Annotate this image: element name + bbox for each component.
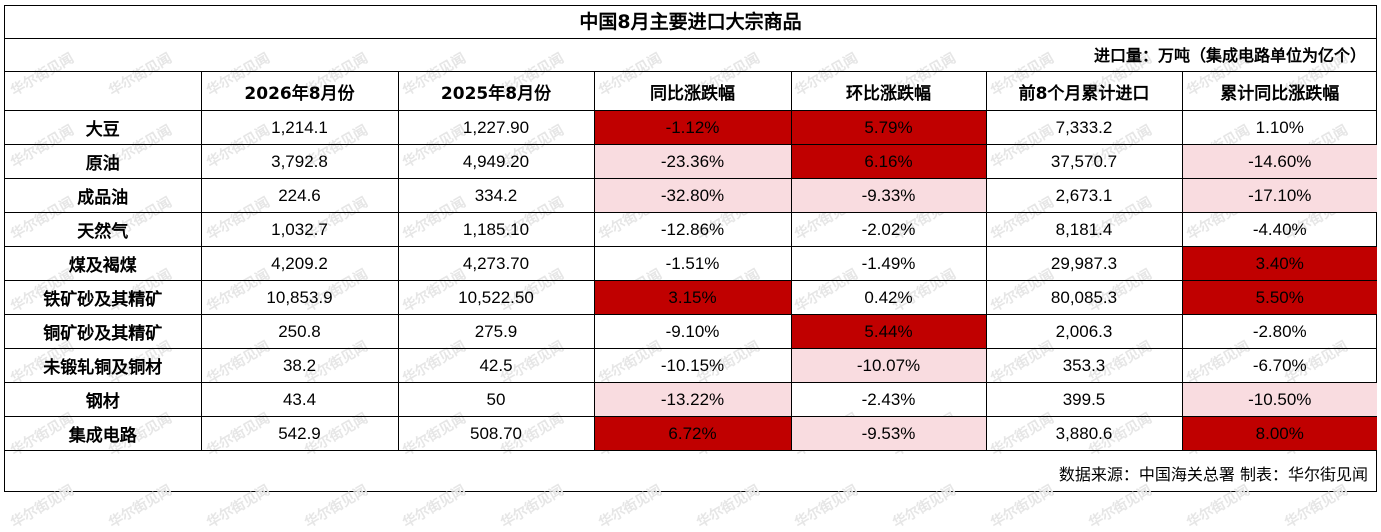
table-row: 集成电路 542.9 508.70 6.72% -9.53% 3,880.6 8…	[5, 416, 1377, 451]
table-row: 煤及褐煤 4,209.2 4,273.70 -1.51% -1.49% 29,9…	[5, 246, 1377, 281]
commodity-name: 未锻轧铜及铜材	[5, 348, 202, 383]
commodity-name: 原油	[5, 144, 202, 179]
header-cell-commodity	[5, 71, 202, 111]
mom-change: -9.53%	[790, 416, 987, 451]
aug-2026-value: 4,209.2	[200, 246, 399, 281]
table-row: 成品油 224.6 334.2 -32.80% -9.33% 2,673.1 -…	[5, 178, 1377, 213]
commodity-name: 大豆	[5, 110, 202, 145]
header-cell-ytd: 前8个月累计进口	[985, 71, 1183, 111]
ytd-yoy-change: 1.10%	[1181, 110, 1377, 145]
aug-2025-value: 42.5	[397, 348, 595, 383]
commodity-table: 2026年8月份 2025年8月份 同比涨跌幅 环比涨跌幅 前8个月累计进口 累…	[5, 71, 1377, 451]
commodity-name: 铜矿砂及其精矿	[5, 314, 202, 349]
aug-2026-value: 1,032.7	[200, 212, 399, 247]
ytd-yoy-change: -10.50%	[1181, 382, 1377, 417]
aug-2025-value: 508.70	[397, 416, 595, 451]
table-row: 铁矿砂及其精矿 10,853.9 10,522.50 3.15% 0.42% 8…	[5, 280, 1377, 315]
commodity-name: 铁矿砂及其精矿	[5, 280, 202, 315]
table-row: 天然气 1,032.7 1,185.10 -12.86% -2.02% 8,18…	[5, 212, 1377, 247]
aug-2025-value: 10,522.50	[397, 280, 595, 315]
yoy-change: -10.15%	[593, 348, 792, 383]
unit-note: 进口量：万吨（集成电路单位为亿个）	[1093, 46, 1366, 65]
commodity-name: 钢材	[5, 382, 202, 417]
mom-change: 5.44%	[790, 314, 987, 349]
ytd-yoy-change: -6.70%	[1181, 348, 1377, 383]
mom-change: -1.49%	[790, 246, 987, 281]
ytd-yoy-change: 3.40%	[1181, 246, 1377, 281]
aug-2025-value: 4,273.70	[397, 246, 595, 281]
mom-change: 0.42%	[790, 280, 987, 315]
table-row: 钢材 43.4 50 -13.22% -2.43% 399.5 -10.50%	[5, 382, 1377, 417]
commodity-name: 煤及褐煤	[5, 246, 202, 281]
aug-2026-value: 250.8	[200, 314, 399, 349]
ytd-value: 7,333.2	[985, 110, 1183, 145]
aug-2026-value: 224.6	[200, 178, 399, 213]
yoy-change: -1.12%	[593, 110, 792, 145]
aug-2025-value: 334.2	[397, 178, 595, 213]
aug-2025-value: 50	[397, 382, 595, 417]
header-row: 2026年8月份 2025年8月份 同比涨跌幅 环比涨跌幅 前8个月累计进口 累…	[5, 71, 1377, 111]
table-row: 铜矿砂及其精矿 250.8 275.9 -9.10% 5.44% 2,006.3…	[5, 314, 1377, 349]
yoy-change: 3.15%	[593, 280, 792, 315]
header-cell-ytd-yoy: 累计同比涨跌幅	[1181, 71, 1377, 111]
yoy-change: -12.86%	[593, 212, 792, 247]
ytd-value: 2,673.1	[985, 178, 1183, 213]
ytd-value: 2,006.3	[985, 314, 1183, 349]
ytd-value: 29,987.3	[985, 246, 1183, 281]
header-cell-yoy: 同比涨跌幅	[593, 71, 792, 111]
ytd-yoy-change: -17.10%	[1181, 178, 1377, 213]
header-cell-2026-aug: 2026年8月份	[200, 71, 399, 111]
aug-2026-value: 10,853.9	[200, 280, 399, 315]
table-content: 中国8月主要进口大宗商品 进口量：万吨（集成电路单位为亿个） 2026年8月份 …	[5, 6, 1377, 451]
yoy-change: -9.10%	[593, 314, 792, 349]
ytd-yoy-change: -14.60%	[1181, 144, 1377, 179]
ytd-value: 353.3	[985, 348, 1183, 383]
table-row: 未锻轧铜及铜材 38.2 42.5 -10.15% -10.07% 353.3 …	[5, 348, 1377, 383]
mom-change: 6.16%	[790, 144, 987, 179]
mom-change: -9.33%	[790, 178, 987, 213]
aug-2025-value: 1,227.90	[397, 110, 595, 145]
yoy-change: -1.51%	[593, 246, 792, 281]
ytd-value: 8,181.4	[985, 212, 1183, 247]
ytd-value: 399.5	[985, 382, 1183, 417]
ytd-yoy-change: 5.50%	[1181, 280, 1377, 315]
aug-2026-value: 43.4	[200, 382, 399, 417]
yoy-change: -32.80%	[593, 178, 792, 213]
ytd-value: 3,880.6	[985, 416, 1183, 451]
commodity-name: 天然气	[5, 212, 202, 247]
aug-2025-value: 1,185.10	[397, 212, 595, 247]
mom-change: -2.02%	[790, 212, 987, 247]
aug-2026-value: 3,792.8	[200, 144, 399, 179]
source-footer: 数据来源：中国海关总署 制表：华尔街见闻	[1058, 465, 1368, 484]
ytd-value: 80,085.3	[985, 280, 1183, 315]
aug-2026-value: 1,214.1	[200, 110, 399, 145]
aug-2025-value: 4,949.20	[397, 144, 595, 179]
mom-change: 5.79%	[790, 110, 987, 145]
yoy-change: 6.72%	[593, 416, 792, 451]
header-cell-mom: 环比涨跌幅	[790, 71, 987, 111]
header-cell-2025-aug: 2025年8月份	[397, 71, 595, 111]
aug-2026-value: 38.2	[200, 348, 399, 383]
ytd-yoy-change: -2.80%	[1181, 314, 1377, 349]
commodity-name: 集成电路	[5, 416, 202, 451]
aug-2026-value: 542.9	[200, 416, 399, 451]
yoy-change: -13.22%	[593, 382, 792, 417]
ytd-yoy-change: 8.00%	[1181, 416, 1377, 451]
aug-2025-value: 275.9	[397, 314, 595, 349]
yoy-change: -23.36%	[593, 144, 792, 179]
ytd-value: 37,570.7	[985, 144, 1183, 179]
ytd-yoy-change: -4.40%	[1181, 212, 1377, 247]
mom-change: -2.43%	[790, 382, 987, 417]
commodity-name: 成品油	[5, 178, 202, 213]
table-row: 原油 3,792.8 4,949.20 -23.36% 6.16% 37,570…	[5, 144, 1377, 179]
import-commodity-table-sheet: 华尔街见闻 华尔街见闻 华尔街见闻 华尔街见闻 华尔街见闻 华尔街见闻 华尔街见闻 华尔街见闻…	[4, 5, 1381, 531]
table-row: 大豆 1,214.1 1,227.90 -1.12% 5.79% 7,333.2…	[5, 110, 1377, 145]
table-title: 中国8月主要进口大宗商品	[5, 6, 1376, 39]
mom-change: -10.07%	[790, 348, 987, 383]
